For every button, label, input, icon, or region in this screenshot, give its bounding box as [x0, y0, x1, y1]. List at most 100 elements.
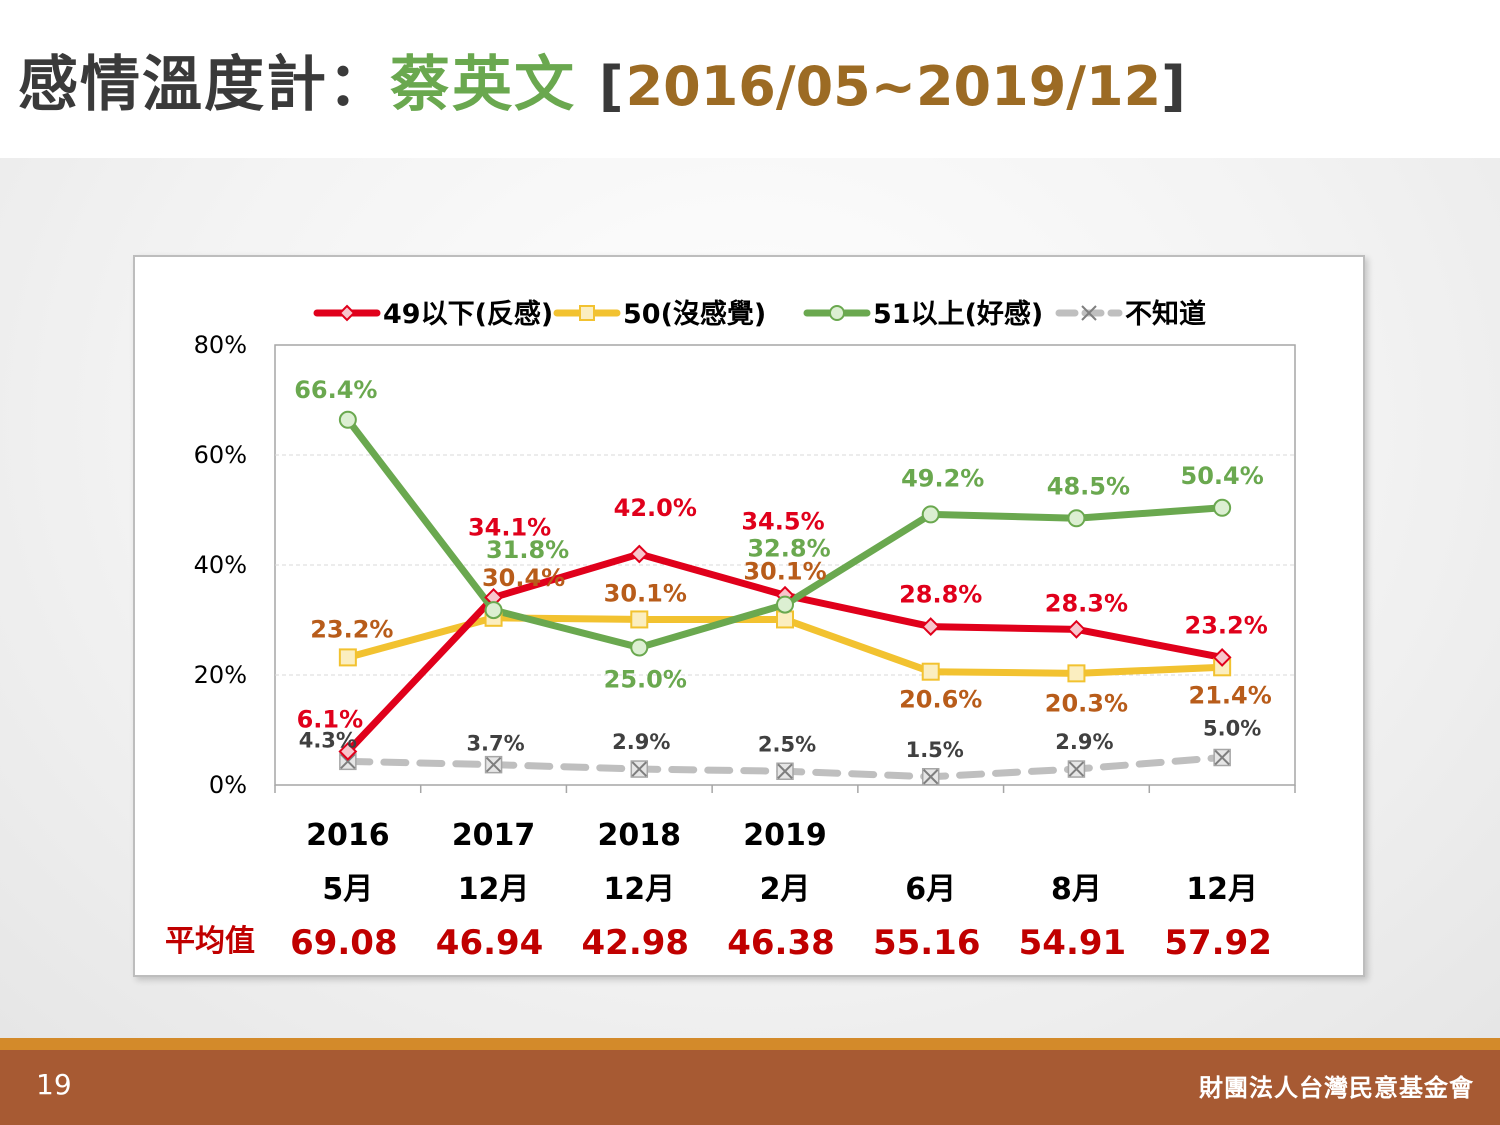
legend-label: 不知道	[1125, 298, 1206, 330]
data-label-2: 50.4%	[1181, 462, 1264, 490]
data-label-1: 20.6%	[899, 686, 982, 714]
data-point-3	[630, 760, 649, 778]
data-label-0: 34.1%	[468, 513, 551, 541]
page-number: 19	[36, 1068, 72, 1101]
data-point-1	[338, 648, 357, 667]
data-point-3	[921, 768, 940, 786]
data-label-1: 30.4%	[482, 564, 565, 592]
legend-marker	[829, 305, 845, 321]
data-point-1	[1067, 664, 1086, 683]
title-bar: 感情溫度計：蔡英文 [2016/05~2019/12]	[0, 0, 1500, 158]
x-category-month: 12月	[1186, 872, 1258, 907]
data-point-2	[776, 595, 794, 614]
data-label-3: 2.5%	[758, 732, 816, 756]
x-category-month: 8月	[1051, 872, 1102, 907]
legend-item-3: 不知道	[1055, 298, 1206, 330]
legend-label: 49以下(反感)	[383, 298, 553, 330]
marker-cross	[485, 756, 502, 773]
legend-label: 50(沒感覺)	[623, 298, 766, 330]
title-main: 感情溫度計：	[18, 50, 390, 120]
data-label-2: 31.8%	[486, 536, 569, 564]
data-point-0	[921, 617, 941, 637]
title-name: 蔡英文	[390, 50, 576, 120]
data-label-3: 3.7%	[466, 732, 524, 756]
data-point-0	[1212, 647, 1232, 667]
marker-cross	[1068, 761, 1085, 777]
y-tick-label: 60%	[194, 441, 247, 469]
legend-marker	[1081, 305, 1097, 321]
chart-panel: 0% 20% 40% 60% 80% 2016 5月 2017 12月 2018 12月 2019 2月…	[133, 255, 1365, 977]
data-label-2: 48.5%	[1047, 472, 1130, 500]
data-label-3: 5.0%	[1203, 717, 1261, 741]
data-label-2: 49.2%	[901, 464, 984, 492]
x-category-month: 5月	[322, 872, 373, 907]
data-point-3	[1067, 760, 1086, 778]
marker-cross	[340, 753, 356, 770]
data-label-2: 32.8%	[747, 535, 830, 563]
slide-title: 感情溫度計：蔡英文 [2016/05~2019/12]	[18, 40, 1188, 132]
marker-cross	[631, 761, 647, 777]
x-category-year: 2018	[598, 818, 682, 853]
data-label-3: 2.9%	[1055, 730, 1113, 754]
y-tick-label: 80%	[194, 331, 247, 359]
average-value: 46.38	[727, 923, 835, 963]
data-label-0: 34.5%	[741, 507, 824, 535]
legend-item-0: 49以下(反感)	[313, 298, 553, 330]
average-value: 69.08	[290, 923, 398, 963]
data-label-1: 30.1%	[604, 579, 687, 607]
footer-accent-line	[0, 1038, 1500, 1050]
data-point-1	[921, 662, 940, 681]
data-label-0: 42.0%	[614, 494, 697, 522]
data-point-2	[484, 601, 503, 620]
legend-marker	[338, 304, 356, 322]
average-value: 46.94	[436, 923, 544, 963]
title-range: 2016/05~2019/12	[625, 55, 1162, 118]
data-label-2: 25.0%	[604, 666, 687, 694]
x-category-month: 2月	[760, 872, 811, 907]
data-point-0	[629, 544, 649, 564]
legend-item-2: 51以上(好感)	[803, 298, 1043, 330]
data-point-3	[339, 752, 357, 771]
y-tick-label: 20%	[194, 661, 247, 689]
data-point-2	[1067, 509, 1086, 528]
x-category-month: 6月	[905, 872, 956, 907]
legend-label: 51以上(好感)	[873, 298, 1043, 330]
average-label: 平均值	[165, 924, 255, 959]
data-point-2	[338, 410, 357, 429]
x-category-month: 12月	[603, 872, 675, 907]
line-chart: 0% 20% 40% 60% 80% 2016 5月 2017 12月 2018 12月 2019 2月…	[165, 298, 1296, 963]
data-point-0	[1067, 619, 1086, 639]
data-label-0: 28.8%	[899, 581, 982, 609]
data-label-3: 1.5%	[906, 738, 964, 762]
data-label-1: 30.1%	[743, 557, 826, 585]
legend-marker	[579, 305, 595, 321]
average-value: 42.98	[582, 923, 690, 963]
y-tick-label: 0%	[209, 771, 247, 799]
average-value: 55.16	[873, 923, 981, 963]
data-label-0: 6.1%	[297, 705, 364, 733]
marker-cross	[923, 769, 939, 785]
data-point-2	[921, 505, 940, 524]
data-label-1: 20.3%	[1045, 689, 1128, 717]
x-category-year: 2017	[452, 818, 535, 853]
data-point-2	[1213, 498, 1232, 517]
data-point-3	[484, 755, 503, 774]
marker-cross	[1214, 749, 1230, 766]
data-label-1: 21.4%	[1189, 681, 1272, 709]
title-bracket-open: [	[598, 55, 626, 118]
x-category-year: 2019	[743, 818, 827, 853]
data-label-3: 2.9%	[612, 730, 670, 754]
average-value: 54.91	[1019, 923, 1127, 963]
data-point-3	[776, 762, 794, 780]
data-label-3: 4.3%	[299, 728, 357, 752]
y-tick-label: 40%	[194, 551, 247, 579]
marker-cross	[777, 763, 793, 779]
title-bracket-close: ]	[1161, 55, 1188, 118]
x-category-year: 2016	[306, 818, 390, 853]
footer: 19 財團法人台灣民意基金會	[0, 1050, 1500, 1125]
data-point-1	[630, 610, 649, 629]
organization-name: 財團法人台灣民意基金會	[1199, 1074, 1474, 1102]
data-point-3	[1213, 748, 1231, 767]
data-label-2: 66.4%	[294, 376, 377, 404]
x-category-month: 12月	[458, 872, 530, 907]
